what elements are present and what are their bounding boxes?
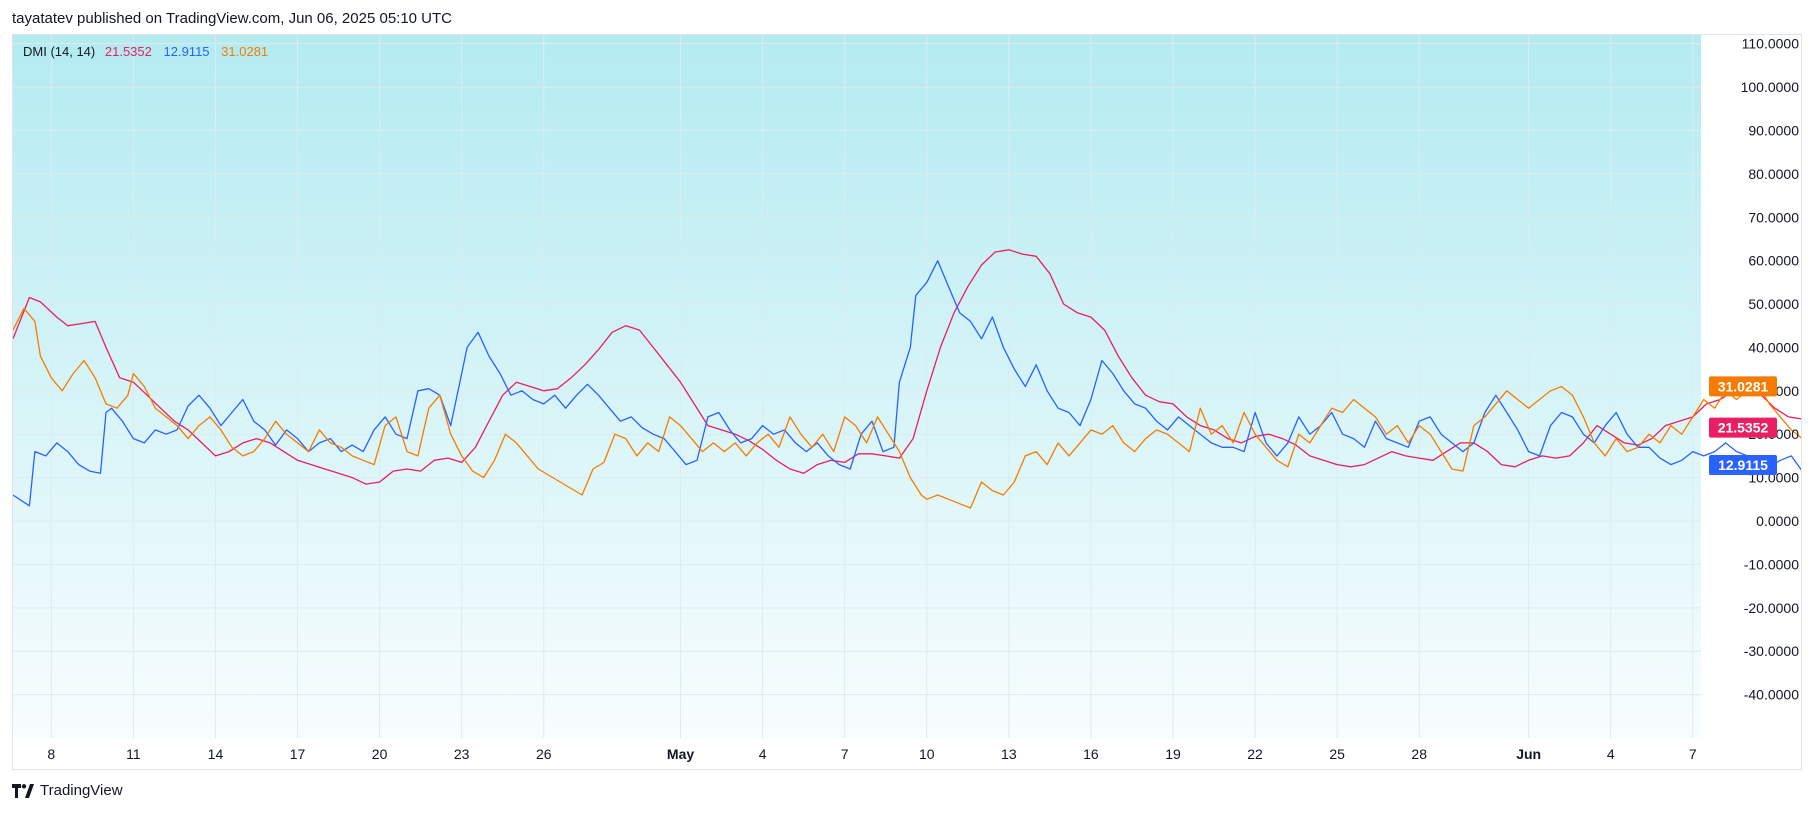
x-tick-label: 4 — [1607, 746, 1615, 762]
x-tick-label: 19 — [1165, 746, 1181, 762]
y-tick-label: 100.0000 — [1741, 79, 1800, 95]
x-tick-label: Jun — [1516, 746, 1541, 762]
dmi-chart[interactable]: 110.0000100.000090.000080.000070.000060.… — [13, 35, 1802, 770]
x-tick-label: 22 — [1247, 746, 1263, 762]
series-line-adx — [13, 249, 1801, 485]
x-tick-label: 17 — [290, 746, 306, 762]
x-tick-label: May — [667, 746, 694, 762]
y-tick-label: -10.0000 — [1744, 556, 1799, 572]
x-tick-label: 26 — [536, 746, 552, 762]
x-tick-label: 7 — [841, 746, 849, 762]
y-tick-label: 80.0000 — [1748, 166, 1799, 182]
publish-attribution: tayatatev published on TradingView.com, … — [12, 10, 453, 27]
x-tick-label: 7 — [1689, 746, 1697, 762]
x-tick-label: 11 — [126, 746, 141, 762]
last-value-badge-plusminus-di: 12.9115 — [1709, 454, 1777, 475]
y-tick-label: -40.0000 — [1744, 687, 1799, 703]
indicator-legend[interactable]: DMI (14, 14) 21.5352 12.9115 31.0281 — [23, 44, 276, 59]
y-tick-label: 0.0000 — [1756, 513, 1799, 529]
x-tick-label: 4 — [759, 746, 767, 762]
time-axis[interactable]: 8 11 14 17 20 23 26 May 4 7 10 13 16 19 22 25 28 Jun 4 7 — [47, 746, 1696, 762]
tradingview-logo-icon — [12, 783, 34, 798]
tradingview-brand[interactable]: TradingView — [12, 782, 123, 799]
y-tick-label: -30.0000 — [1744, 643, 1799, 659]
series-line-minusdi — [13, 307, 1801, 509]
svg-text:21.5352: 21.5352 — [1718, 420, 1769, 436]
x-tick-label: 16 — [1083, 746, 1099, 762]
legend-plus-di-value: 12.9115 — [163, 44, 210, 59]
price-axis[interactable]: 110.0000 100.0000 90.0000 80.0000 70.0000 60.… — [1741, 36, 1800, 703]
x-tick-label: 25 — [1329, 746, 1345, 762]
y-tick-label: 110.0000 — [1742, 36, 1800, 52]
x-tick-label: 20 — [372, 746, 388, 762]
series-line-plusdi — [13, 260, 1801, 507]
svg-text:31.0281: 31.0281 — [1718, 378, 1769, 394]
x-tick-label: 13 — [1001, 746, 1017, 762]
y-tick-label: 70.0000 — [1748, 209, 1799, 225]
legend-indicator-name: DMI (14, 14) — [23, 44, 96, 59]
brand-name: TradingView — [40, 782, 123, 799]
x-tick-label: 8 — [47, 746, 55, 762]
x-tick-label: 10 — [919, 746, 935, 762]
y-tick-label: 50.0000 — [1748, 296, 1799, 312]
legend-adx-value: 21.5352 — [104, 44, 152, 59]
series-lines — [13, 249, 1801, 509]
last-value-labels: 21.5352 12.9115 31.0281 — [1709, 376, 1777, 475]
y-tick-label: 60.0000 — [1748, 253, 1799, 269]
x-tick-label: 28 — [1411, 746, 1427, 762]
x-tick-label: 23 — [454, 746, 470, 762]
y-tick-label: -20.0000 — [1744, 600, 1799, 616]
x-tick-label: 14 — [208, 746, 224, 762]
chart-pane[interactable]: 110.0000 100.0000 90.0000 80.0000 70.0000 60.… — [12, 34, 1802, 770]
last-value-badge-minus-di: 31.0281 — [1709, 376, 1777, 397]
grid — [13, 35, 1701, 738]
last-value-badge-adx: 21.5352 — [1709, 417, 1777, 438]
y-tick-label: 40.0000 — [1748, 339, 1799, 355]
legend-minus-di-value: 31.0281 — [221, 44, 269, 59]
svg-text:12.9115: 12.9115 — [1718, 457, 1768, 473]
plot-background — [13, 35, 1701, 738]
y-tick-label: 90.0000 — [1748, 122, 1799, 138]
